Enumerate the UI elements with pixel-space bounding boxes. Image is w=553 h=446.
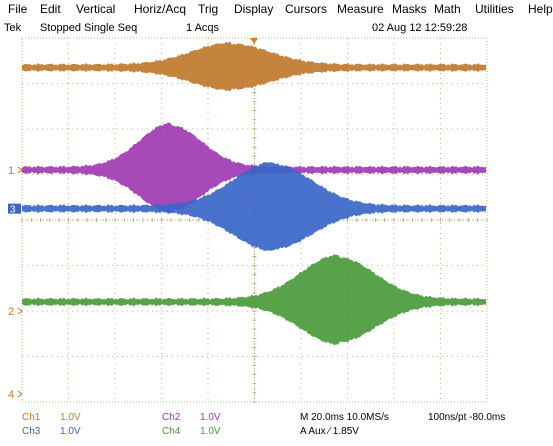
menu-vertical[interactable]: Vertical xyxy=(76,2,116,16)
menu-trig[interactable]: Trig xyxy=(198,2,219,16)
ch4-trace xyxy=(22,254,486,346)
acquisition-state: Stopped Single Seq xyxy=(40,22,138,34)
ch3-scale[interactable]: 1.0V xyxy=(60,426,81,437)
ch1-trace xyxy=(22,41,486,92)
ch2-scale[interactable]: 1.0V xyxy=(200,412,221,423)
acquisition-count: 1 Acqs xyxy=(186,22,220,34)
ch3-marker-box xyxy=(8,203,21,214)
ch2-marker-label: 2 xyxy=(8,306,14,318)
ch3-marker-label: 3 xyxy=(10,205,16,216)
ch3-label[interactable]: Ch3 xyxy=(22,426,41,437)
trigger-setting[interactable]: A Aux ∕ 1.85V xyxy=(300,426,359,437)
brand-label: Tek xyxy=(4,22,22,34)
menu-display[interactable]: Display xyxy=(234,2,274,16)
menu-cursors[interactable]: Cursors xyxy=(285,2,328,16)
menu-bar: File Edit Vertical Horiz/Acq Trig Displa… xyxy=(0,0,553,19)
record-resolution[interactable]: 100ns/pt -80.0ms xyxy=(428,412,506,423)
ch1-marker-label: 1 xyxy=(8,165,14,177)
graticule xyxy=(21,37,488,403)
ch1-marker-arrow xyxy=(17,166,23,174)
trigger-position-marker[interactable] xyxy=(250,38,258,44)
menu-math[interactable]: Math xyxy=(434,2,461,16)
ch3-trace xyxy=(22,162,486,251)
status-bar: Tek Stopped Single Seq 1 Acqs 02 Aug 12 … xyxy=(0,20,553,36)
menu-measure[interactable]: Measure xyxy=(337,2,384,16)
menu-masks[interactable]: Masks xyxy=(392,2,427,16)
ch4-marker-arrow xyxy=(17,390,23,398)
ch2-label[interactable]: Ch2 xyxy=(162,412,181,423)
date-time: 02 Aug 12 12:59:28 xyxy=(372,22,468,34)
ch1-label[interactable]: Ch1 xyxy=(22,412,41,423)
horizontal-scale[interactable]: M 20.0ms 10.0MS/s xyxy=(300,412,389,423)
ch1-scale[interactable]: 1.0V xyxy=(60,412,81,423)
ch2-marker-arrow xyxy=(17,307,23,315)
waveform-traces xyxy=(22,41,486,346)
menu-file[interactable]: File xyxy=(8,2,28,16)
menu-horiz-acq[interactable]: Horiz/Acq xyxy=(134,2,187,16)
menu-utilities[interactable]: Utilities xyxy=(475,2,514,16)
menu-help[interactable]: Help xyxy=(528,2,553,16)
settings-readout: Ch1 1.0V Ch3 1.0V Ch2 1.0V Ch4 1.0V M 20… xyxy=(0,408,553,446)
channel-markers: 1 2 3 4 xyxy=(8,165,23,401)
ch4-marker-label: 4 xyxy=(8,389,14,401)
ch4-scale[interactable]: 1.0V xyxy=(200,426,221,437)
ch4-label[interactable]: Ch4 xyxy=(162,426,181,437)
menu-edit[interactable]: Edit xyxy=(40,2,61,16)
